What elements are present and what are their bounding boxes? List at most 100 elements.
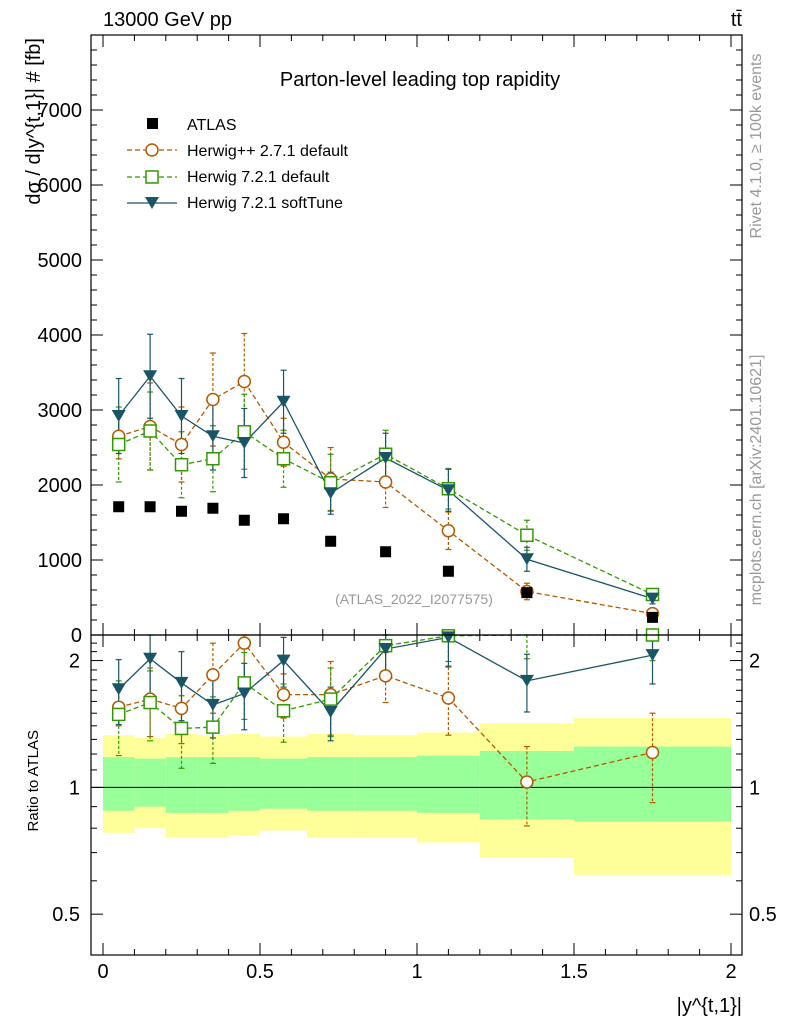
series-0-point	[378, 475, 393, 489]
atlas-data-point	[176, 505, 187, 517]
ratio-2-point	[323, 705, 338, 718]
mcplots-label: mcplots.cern.ch [arXiv:2401.10621]	[748, 355, 765, 606]
ratio-0-point	[378, 669, 393, 683]
ratio-1-point	[237, 676, 252, 690]
band-inner-bin	[134, 758, 166, 807]
ratio-0-point	[645, 745, 660, 760]
y-tick-label: 6000	[38, 175, 83, 197]
ratio-0-point	[520, 775, 534, 789]
ratio-2-point	[237, 687, 252, 700]
y-tick-label: 5000	[38, 250, 83, 272]
y-tick-label: 4000	[38, 325, 83, 347]
legend-herwigpp-label: Herwig++ 2.7.1 default	[187, 143, 349, 160]
legend: ATLAS Herwig++ 2.7.1 default Herwig 7.2.…	[127, 117, 349, 212]
ratio-2-point	[111, 683, 126, 696]
series-1-point	[143, 424, 157, 438]
ratio-layer	[111, 628, 660, 827]
analysis-id: (ATLAS_2022_I2077575)	[335, 591, 493, 607]
series-2-point	[519, 553, 534, 566]
ratio-tick-label: 1	[749, 777, 760, 799]
y-tick-label: 0	[71, 625, 82, 647]
ratio-2-point	[378, 643, 393, 656]
legend-softtune-label: Herwig 7.2.1 softTune	[187, 195, 343, 212]
series-0-point	[206, 392, 220, 407]
ratio-1-point	[143, 695, 157, 710]
atlas-data-point	[207, 502, 219, 514]
series-1-point	[174, 458, 189, 472]
rivet-label: Rivet 4.1.0, ≥ 100k events	[748, 54, 765, 239]
ratio-2-point	[519, 674, 534, 687]
series-2-point	[174, 410, 189, 422]
x-tick-label: 2	[725, 961, 736, 983]
series-layer	[111, 332, 660, 623]
series-1-point	[276, 452, 291, 466]
ratio-1-point	[206, 720, 220, 734]
legend-atlas-marker	[147, 118, 158, 129]
series-0-point	[174, 437, 189, 452]
band-inner-bin	[228, 757, 260, 811]
series-1-point	[520, 528, 534, 542]
band-inner-bin	[260, 758, 308, 809]
ratio-tick-label: 2	[69, 651, 80, 673]
ratio-tick-label: 1	[69, 777, 80, 799]
atlas-data-point	[442, 565, 454, 577]
ratio-0-point	[174, 701, 189, 716]
ratio-1-point	[174, 721, 189, 736]
legend-herwig7-marker	[145, 170, 159, 184]
band-inner-bin	[165, 757, 198, 813]
y-tick-label: 2000	[38, 475, 83, 497]
atlas-data-point	[647, 611, 658, 623]
series-2-point	[276, 395, 291, 408]
ratio-0-point	[237, 636, 252, 650]
series-0-point	[237, 374, 252, 389]
band-inner-bin	[307, 757, 355, 811]
series-1-point	[111, 437, 126, 452]
x-tick-label: 1.5	[560, 961, 588, 983]
band-inner-bin	[354, 757, 417, 811]
y-tick-label: 1000	[38, 550, 83, 572]
ratio-2-point	[205, 698, 220, 711]
uncertainty-bands	[91, 718, 742, 875]
series-2-point	[143, 370, 158, 383]
atlas-data-point	[325, 535, 337, 547]
series-2-point	[323, 487, 338, 500]
atlas-data-point	[278, 513, 290, 525]
ratio-2-point	[143, 652, 158, 665]
ratio-tick-label: 2	[749, 651, 760, 673]
x-tick-label: 0.5	[246, 961, 274, 983]
plot-title: Parton-level leading top rapidity	[280, 69, 560, 91]
ratio-2-point	[645, 649, 660, 662]
atlas-data-point	[380, 546, 392, 558]
band-inner-bin	[417, 755, 480, 813]
series-1-point	[323, 476, 338, 490]
series-0-point	[441, 524, 456, 538]
x-axis-label: |y^{t,1}|	[677, 995, 742, 1017]
atlas-data-point	[144, 501, 156, 513]
atlas-data-point	[521, 587, 533, 599]
series-2-point	[378, 452, 393, 464]
ratio-0-point	[441, 691, 456, 705]
atlas-data-point	[238, 514, 250, 526]
ratio-1-point	[111, 707, 126, 722]
legend-atlas-label: ATLAS	[187, 117, 237, 134]
ratio-1-point	[323, 692, 338, 706]
ratio-y-axis-label: Ratio to ATLAS	[25, 730, 42, 831]
series-2-point	[205, 430, 220, 443]
legend-softtune-marker	[145, 197, 159, 209]
ratio-1-point	[276, 704, 291, 718]
series-0-point	[276, 435, 291, 449]
band-inner-bin	[197, 757, 229, 813]
ratio-0-point	[276, 687, 291, 702]
ratio-plot-frame	[90, 634, 743, 956]
ratio-2-point	[276, 654, 291, 667]
y-tick-label: 7000	[38, 100, 83, 122]
energy-label: 13000 GeV pp	[103, 9, 232, 31]
ratio-0-point	[206, 668, 220, 682]
y-tick-label: 3000	[38, 400, 83, 422]
series-2-point	[645, 592, 660, 605]
band-inner-bin	[103, 757, 135, 811]
legend-herwigpp-marker	[145, 143, 159, 157]
series-1-point	[206, 452, 220, 466]
series-2-point	[237, 437, 252, 449]
ratio-tick-label: 0.5	[52, 904, 80, 926]
